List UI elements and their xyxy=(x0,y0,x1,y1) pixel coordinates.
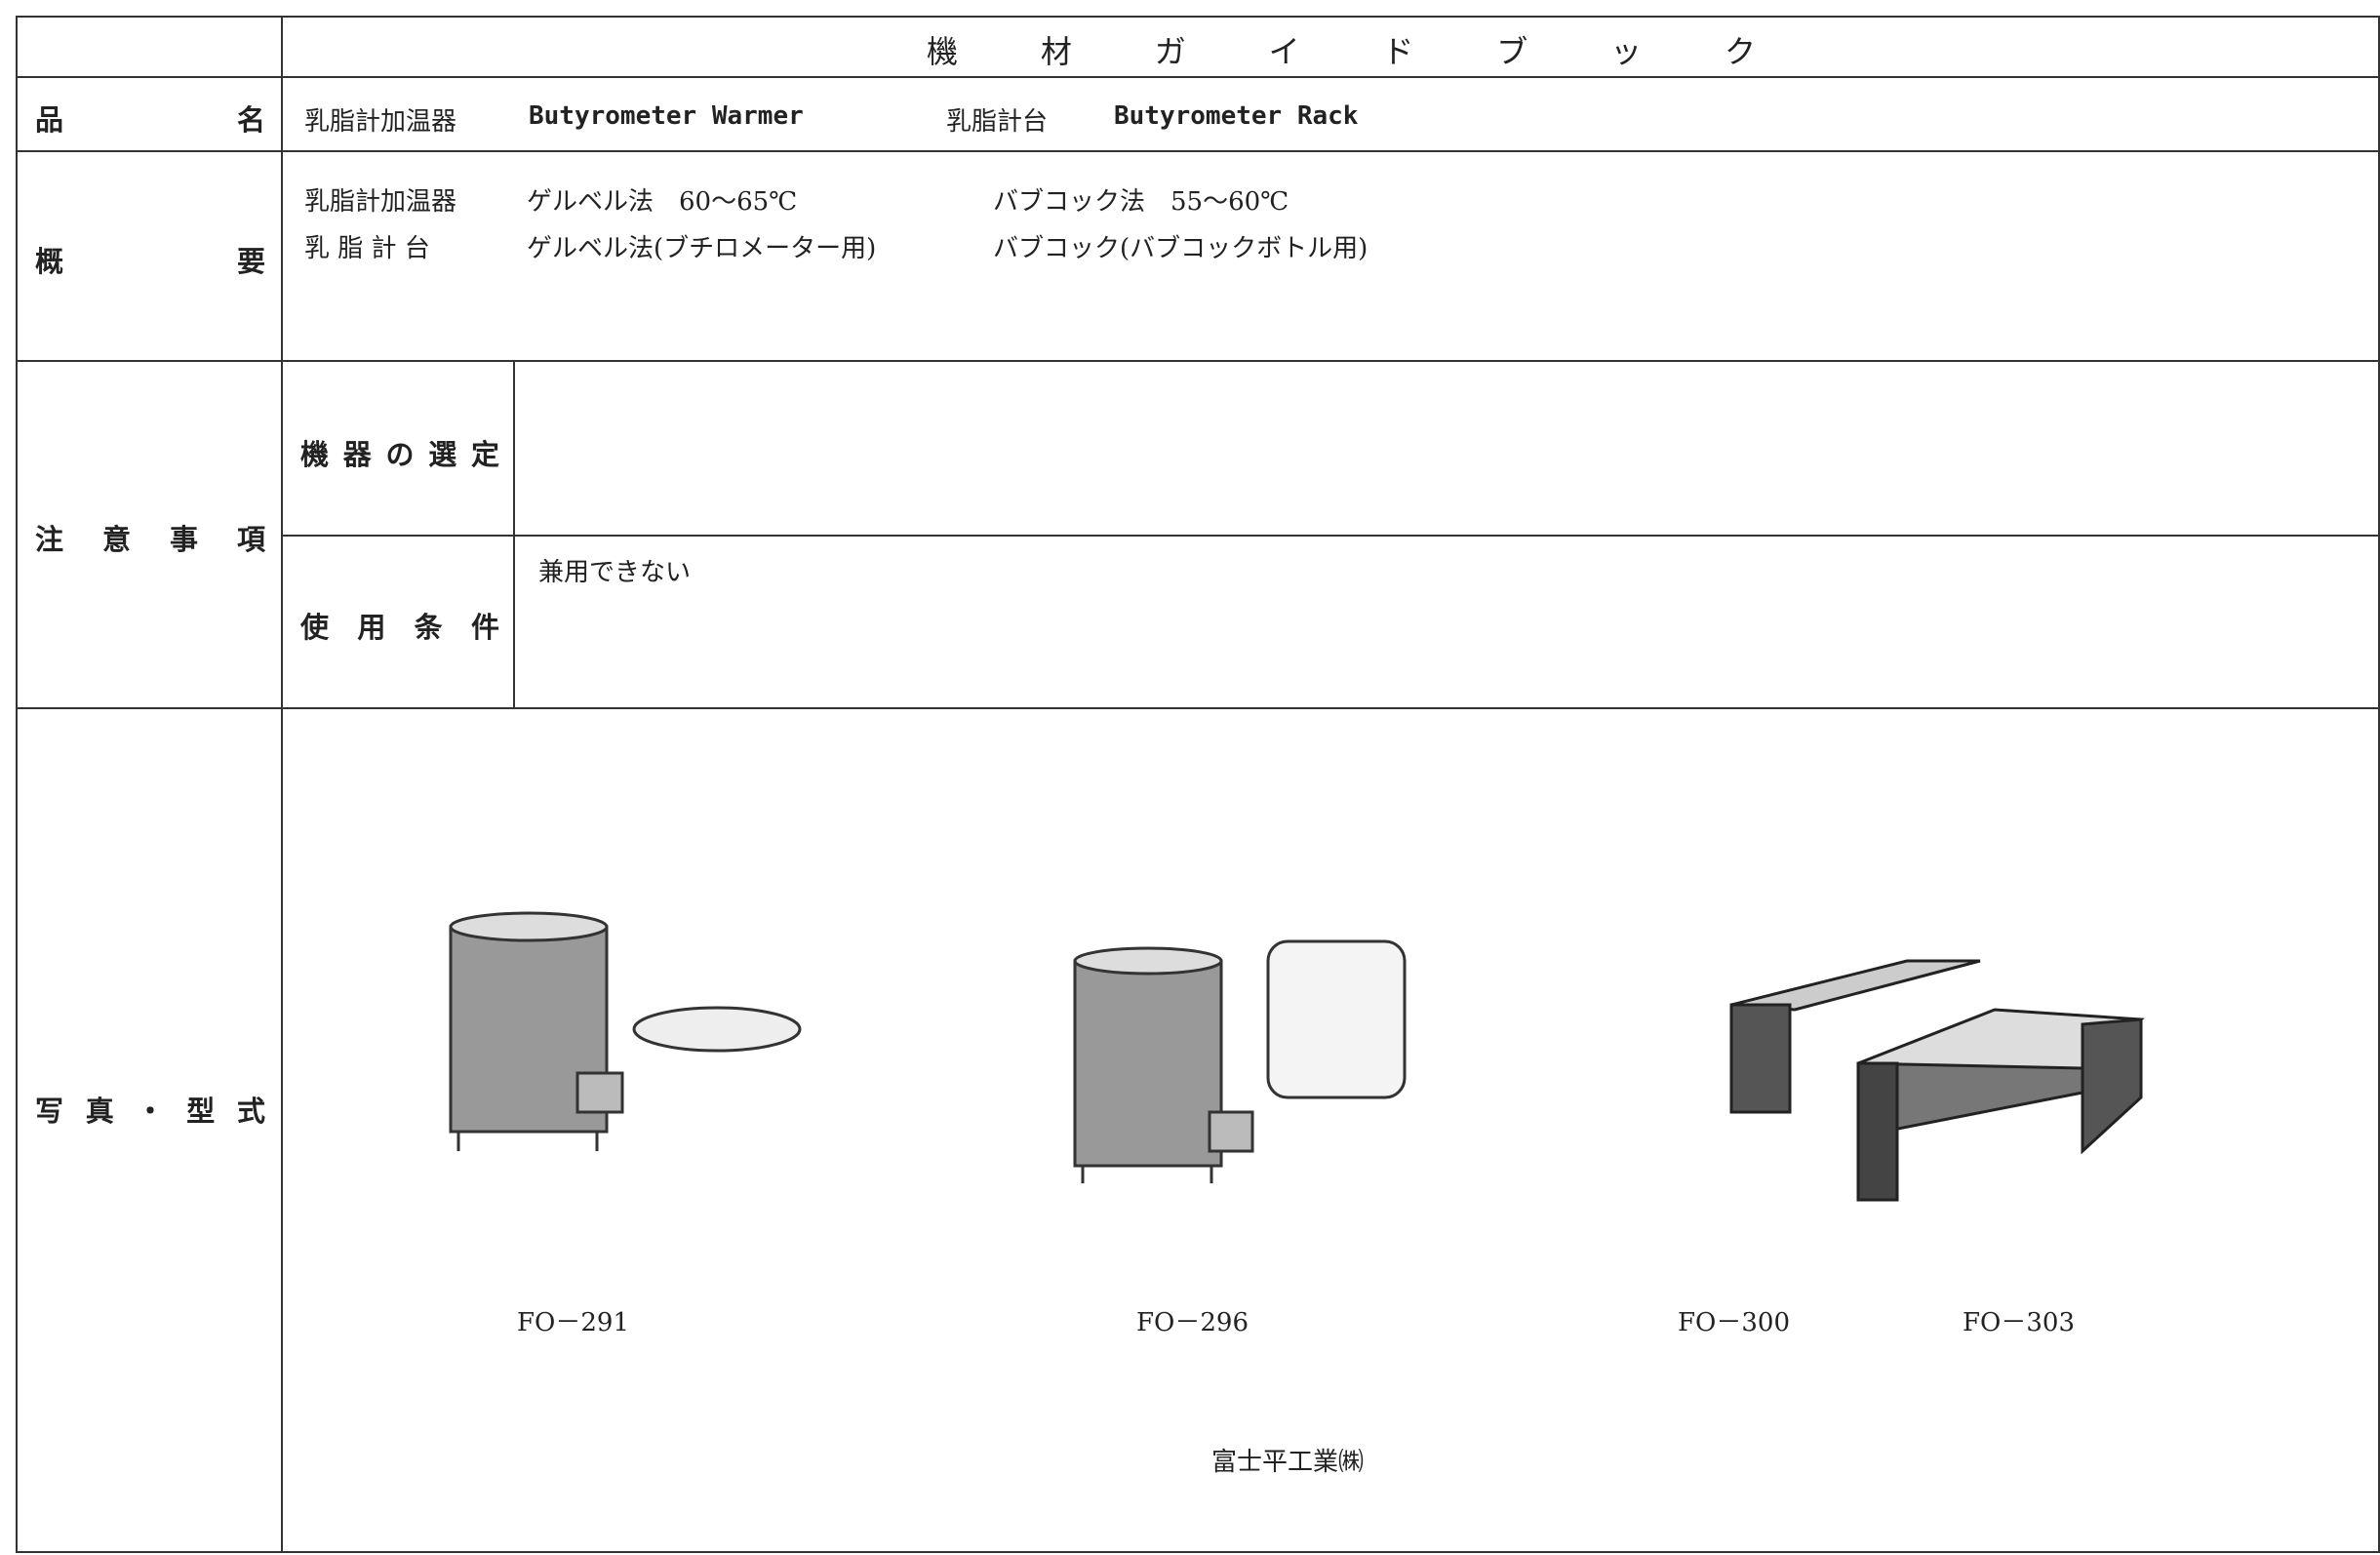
divider xyxy=(16,707,2380,709)
divider xyxy=(16,76,2380,78)
model-label: FO－291 xyxy=(517,1308,629,1337)
model-label: FO－300 xyxy=(1678,1308,1790,1337)
overview-text: ゲルベル法(ブチロメーター用) xyxy=(527,234,877,263)
model-label: FO－296 xyxy=(1136,1308,1249,1337)
row-label: 品名 xyxy=(35,103,265,137)
row-label: 概要 xyxy=(35,245,265,278)
divider xyxy=(513,360,515,707)
form-frame xyxy=(16,16,2380,1553)
maker: 富士平工業㈱ xyxy=(1211,1448,1365,1477)
row-label: 注意事項 xyxy=(35,523,265,556)
divider xyxy=(16,150,2380,152)
item: 乳脂計加温器 xyxy=(304,107,457,137)
rack-photo xyxy=(1729,959,2145,1202)
overview-text: バブコック(バブコックボトル用) xyxy=(993,234,1368,263)
row-label: 写真・型式 xyxy=(35,1095,265,1128)
warmer-photo xyxy=(1073,939,1407,1183)
model-label: FO－303 xyxy=(1963,1308,2075,1337)
sub-label: 使用条件 xyxy=(300,611,499,644)
item: 乳脂計台 xyxy=(946,107,1049,137)
title: 機材ガイドブック xyxy=(927,33,1756,70)
divider xyxy=(281,535,2380,537)
overview-text: 乳 脂 計 台 xyxy=(304,234,430,263)
divider xyxy=(281,16,283,1553)
overview-text: ゲルベル法 60～65℃ xyxy=(527,187,798,217)
item: Butyrometer Warmer xyxy=(529,101,804,131)
overview-text: 乳脂計加温器 xyxy=(304,187,457,217)
item: Butyrometer Rack xyxy=(1114,101,1359,131)
warmer-photo xyxy=(449,911,802,1151)
divider xyxy=(16,360,2380,362)
overview-text: バブコック法 55～60℃ xyxy=(993,187,1289,217)
condition-text: 兼用できない xyxy=(538,558,692,587)
sub-label: 機器の選定 xyxy=(300,438,499,471)
